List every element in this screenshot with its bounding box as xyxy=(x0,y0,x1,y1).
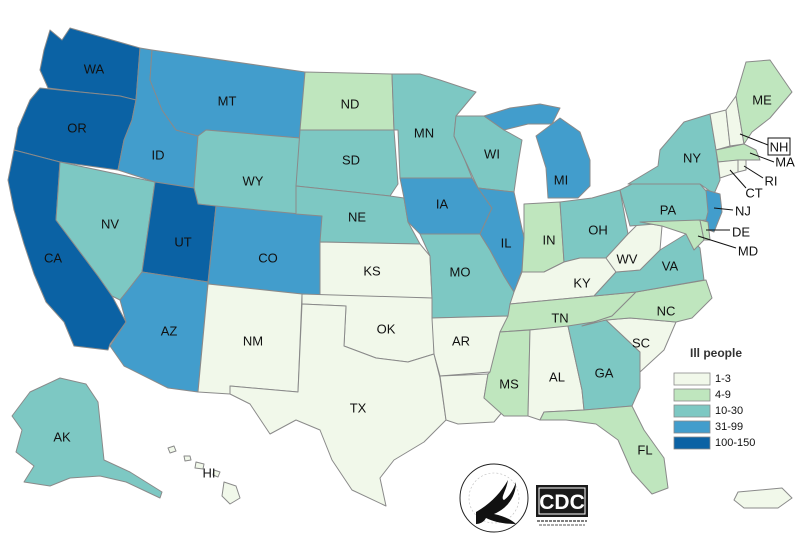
label-NJ: NJ xyxy=(735,204,751,219)
callout-line-MA xyxy=(749,152,775,163)
legend-item-10-30: 10-30 xyxy=(673,404,743,418)
legend: Ill people 1-3 4-9 10-30 31-99 100-150 xyxy=(673,346,755,450)
state-NY xyxy=(627,113,721,195)
state-TX xyxy=(229,303,447,507)
label-TN: TN xyxy=(551,311,568,326)
label-MO: MO xyxy=(450,265,471,280)
label-MI: MI xyxy=(554,173,568,188)
label-IL: IL xyxy=(501,236,512,251)
legend-swatch xyxy=(673,372,711,386)
cdc-logo: CDC xyxy=(536,485,588,526)
label-KY: KY xyxy=(573,276,591,291)
label-AR: AR xyxy=(452,334,470,349)
legend-swatch xyxy=(673,420,711,434)
label-OK: OK xyxy=(377,322,396,337)
state-MI xyxy=(483,103,591,199)
legend-label: 4-9 xyxy=(715,389,731,401)
territory-PR xyxy=(733,487,793,509)
label-WA: WA xyxy=(84,62,105,77)
label-OH: OH xyxy=(588,223,608,238)
state-NJ xyxy=(703,189,723,233)
cdc-logo-inner-border xyxy=(538,487,586,515)
state-SD xyxy=(295,129,399,197)
legend-label: 31-99 xyxy=(715,421,743,433)
callout-line-NH xyxy=(739,133,769,146)
label-NY: NY xyxy=(683,151,701,166)
label-AK: AK xyxy=(53,430,71,445)
label-MA: MA xyxy=(775,155,795,170)
legend-title: Ill people xyxy=(690,346,742,360)
label-MN: MN xyxy=(414,126,434,141)
legend-item-100-150: 100-150 xyxy=(673,436,755,450)
label-ND: ND xyxy=(341,97,360,112)
label-WV: WV xyxy=(617,252,638,267)
legend-label: 10-30 xyxy=(715,405,743,417)
callout-line-NJ xyxy=(713,207,734,211)
legend-swatch xyxy=(673,388,711,402)
callout-line-RI xyxy=(743,165,764,179)
legend-swatch xyxy=(673,436,711,450)
label-SC: SC xyxy=(632,336,650,351)
label-AZ: AZ xyxy=(161,324,178,339)
label-KS: KS xyxy=(363,264,381,279)
label-MD: MD xyxy=(738,244,758,259)
label-DE: DE xyxy=(732,225,750,240)
state-IL xyxy=(477,187,525,293)
label-NC: NC xyxy=(657,304,676,319)
legend-label: 100-150 xyxy=(715,437,755,449)
label-IN: IN xyxy=(543,233,556,248)
label-SD: SD xyxy=(342,153,360,168)
label-VA: VA xyxy=(662,259,679,274)
cdc-logo-text: CDC xyxy=(539,491,585,514)
state-RI xyxy=(737,159,747,173)
label-ME: ME xyxy=(752,93,772,108)
label-MT: MT xyxy=(218,94,237,109)
callout-lines xyxy=(697,133,775,249)
callout-line-MD xyxy=(697,235,737,249)
label-UT: UT xyxy=(174,235,191,250)
label-NH: NH xyxy=(770,140,789,155)
label-IA: IA xyxy=(436,197,449,212)
label-MS: MS xyxy=(499,377,519,392)
state-AK xyxy=(11,377,163,499)
label-OR: OR xyxy=(67,121,87,136)
legend-swatch xyxy=(673,404,711,418)
label-WY: WY xyxy=(243,174,264,189)
legend-label: 1-3 xyxy=(715,373,731,385)
label-NH-box xyxy=(767,137,791,156)
state-FL xyxy=(539,405,669,495)
label-WI: WI xyxy=(484,147,500,162)
label-NM: NM xyxy=(243,334,263,349)
legend-item-31-99: 31-99 xyxy=(673,420,743,434)
state-labels: WA OR CA NV ID MT WY UT CO AZ NM ND SD N… xyxy=(44,62,795,481)
state-ME xyxy=(735,59,793,145)
legend-item-4-9: 4-9 xyxy=(673,388,731,402)
label-NE: NE xyxy=(348,210,366,225)
cdc-logo-box xyxy=(536,485,588,517)
label-NV: NV xyxy=(101,217,119,232)
callout-line-CT xyxy=(729,169,747,189)
label-FL: FL xyxy=(637,443,652,458)
hhs-seal-logo xyxy=(459,463,529,533)
hhs-seal-inner xyxy=(468,472,520,524)
label-CA: CA xyxy=(44,251,62,266)
hhs-seal-ring xyxy=(459,463,529,533)
label-TX: TX xyxy=(350,401,367,416)
label-ID: ID xyxy=(152,148,165,163)
label-CT: CT xyxy=(745,186,762,201)
eagle-icon xyxy=(476,480,516,524)
label-GA: GA xyxy=(595,366,614,381)
label-PA: PA xyxy=(660,203,677,218)
label-HI: HI xyxy=(203,466,216,481)
label-RI: RI xyxy=(765,174,778,189)
label-AL: AL xyxy=(549,370,565,385)
state-WV xyxy=(605,221,663,273)
label-CO: CO xyxy=(258,251,278,266)
state-HI xyxy=(167,445,241,505)
legend-item-1-3: 1-3 xyxy=(673,372,731,386)
